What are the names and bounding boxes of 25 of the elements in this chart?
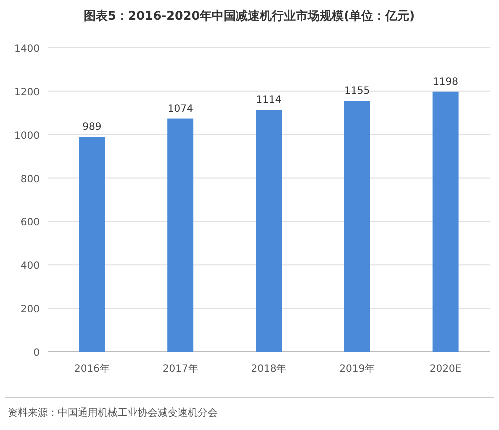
y-tick-label: 600	[20, 218, 40, 229]
bar	[344, 101, 370, 352]
x-tick-label: 2018年	[251, 363, 287, 375]
x-tick-label: 2016年	[74, 363, 110, 375]
bar	[256, 110, 282, 352]
y-tick-label: 1400	[14, 44, 40, 55]
bar	[432, 92, 459, 352]
y-tick-label: 400	[20, 261, 40, 272]
y-tick-label: 0	[34, 348, 40, 359]
y-tick-label: 800	[20, 174, 40, 186]
data-label: 1198	[433, 76, 459, 88]
bar	[79, 137, 106, 352]
text: 资料来源：中国通用机械工业协会减变速机分会	[8, 407, 218, 419]
x-tick-label: 2020E	[430, 364, 462, 375]
x-tick-label: 2019年	[340, 363, 376, 375]
data-label: 989	[82, 122, 102, 134]
y-tick-label: 1000	[14, 130, 40, 142]
y-tick-label: 200	[20, 304, 40, 316]
y-tick-label: 1200	[14, 87, 40, 98]
data-label: 1114	[256, 95, 282, 106]
data-label: 1155	[344, 86, 370, 98]
x-tick-label: 2017年	[162, 363, 198, 375]
bar	[168, 118, 194, 352]
chart-title: 图表5：2016-2020年中国减速机行业市场规模(单位：亿元)	[84, 9, 416, 23]
data-label: 1074	[168, 104, 194, 115]
